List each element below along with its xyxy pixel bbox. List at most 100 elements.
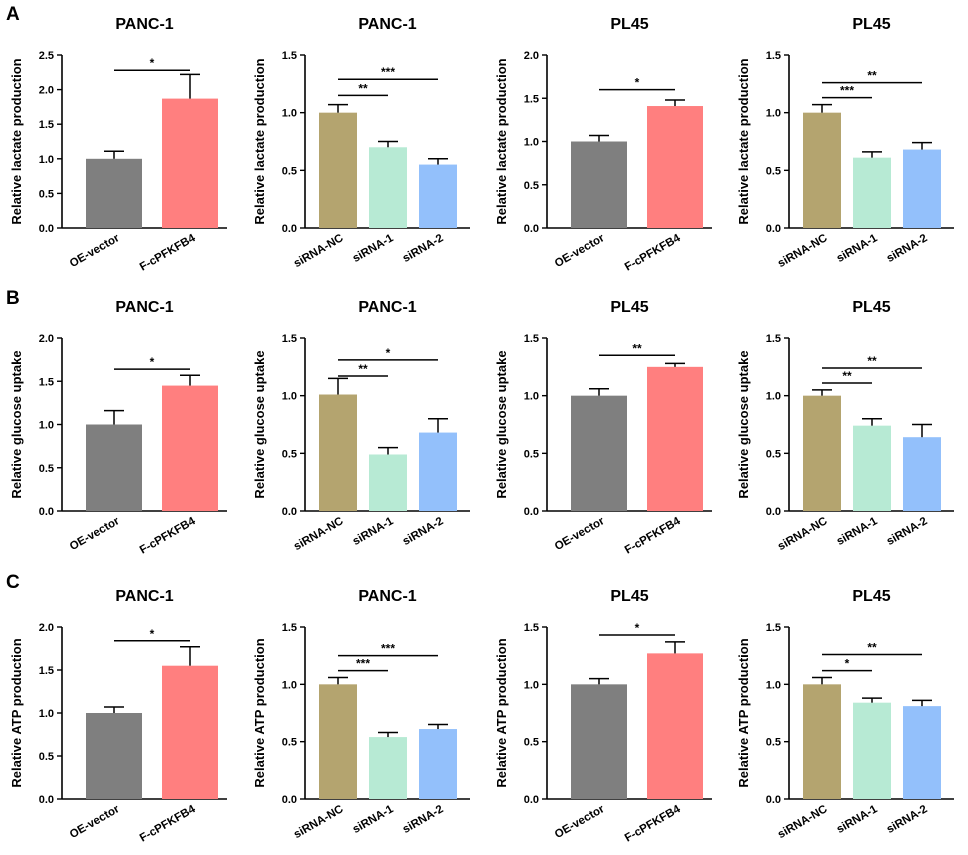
- y-tick-label: 0.0: [282, 794, 297, 806]
- chart-12: PL45 Relative ATP production 0.0 0.5 1.0 1.5 s…: [736, 588, 954, 841]
- chart-8: PL45 Relative glucose uptake 0.0 0.5 1.0 1.5 s…: [736, 299, 954, 553]
- y-axis-label: Relative glucose uptake: [252, 350, 267, 498]
- x-tick-label: siRNA-1: [351, 515, 396, 548]
- y-tick-label: 1.5: [39, 119, 54, 131]
- y-axis-label: Relative ATP production: [736, 638, 751, 787]
- significance-label: *: [150, 56, 155, 70]
- x-tick-label: F-cPFKFB4: [623, 515, 683, 557]
- y-axis-label: Relative glucose uptake: [9, 350, 24, 498]
- bar: [903, 437, 941, 511]
- y-tick-label: 0.0: [524, 223, 539, 235]
- chart-2: PANC-1 Relative lactate production 0.0 0.5 1…: [252, 16, 470, 270]
- y-axis-label: Relative glucose uptake: [494, 350, 509, 498]
- chart-title: PANC-1: [358, 16, 416, 33]
- bar: [571, 684, 627, 799]
- y-tick-label: 0.5: [524, 737, 539, 749]
- y-tick-label: 0.5: [766, 737, 781, 749]
- bar: [647, 106, 703, 228]
- chart-3: PL45 Relative lactate production 0.0 0.5 1.0…: [494, 16, 712, 274]
- chart-10: PANC-1 Relative ATP production 0.0 0.5 1.0 1.…: [252, 588, 470, 841]
- x-tick-label: OE-vector: [68, 803, 122, 841]
- bar: [162, 665, 218, 799]
- bar: [319, 112, 357, 228]
- y-tick-label: 1.5: [282, 622, 297, 634]
- y-tick-label: 0.5: [282, 448, 297, 460]
- y-tick-label: 1.5: [282, 333, 297, 345]
- x-tick-label: siRNA-1: [835, 803, 880, 836]
- x-tick-label: siRNA-2: [885, 803, 930, 836]
- bar: [162, 385, 218, 511]
- bar: [903, 149, 941, 228]
- bar: [647, 653, 703, 799]
- y-tick-label: 0.5: [39, 751, 54, 763]
- y-tick-label: 1.0: [39, 420, 54, 432]
- chart-title: PL45: [852, 588, 890, 605]
- y-tick-label: 0.5: [524, 180, 539, 192]
- y-tick-label: 1.0: [282, 679, 297, 691]
- chart-6: PANC-1 Relative glucose uptake 0.0 0.5 1.0 1.…: [252, 299, 470, 553]
- y-tick-label: 0.5: [766, 165, 781, 177]
- bar: [162, 98, 218, 228]
- y-tick-label: 2.0: [39, 333, 54, 345]
- y-tick-label: 1.0: [282, 391, 297, 403]
- chart-title: PANC-1: [115, 299, 173, 316]
- x-tick-label: siRNA-NC: [776, 803, 830, 841]
- y-tick-label: 2.5: [39, 50, 54, 62]
- y-tick-label: 1.5: [766, 622, 781, 634]
- significance-label: ***: [840, 84, 854, 98]
- x-tick-label: siRNA-2: [401, 515, 446, 548]
- y-tick-label: 1.0: [524, 137, 539, 149]
- y-tick-label: 0.5: [39, 463, 54, 475]
- bar: [86, 158, 142, 228]
- y-axis-label: Relative lactate production: [9, 58, 24, 224]
- significance-label: *: [150, 355, 155, 369]
- y-tick-label: 1.5: [766, 333, 781, 345]
- x-tick-label: OE-vector: [68, 515, 122, 553]
- bar: [419, 729, 457, 799]
- y-axis-label: Relative lactate production: [252, 58, 267, 224]
- y-axis-label: Relative lactate production: [494, 58, 509, 224]
- significance-label: **: [358, 81, 368, 95]
- significance-label: *: [635, 621, 640, 635]
- y-tick-label: 0.0: [524, 506, 539, 518]
- significance-label: **: [867, 354, 877, 368]
- bar: [853, 702, 891, 799]
- panel-label-a: A: [6, 4, 20, 25]
- y-tick-label: 1.5: [39, 665, 54, 677]
- bar: [571, 395, 627, 511]
- chart-title: PL45: [852, 299, 890, 316]
- bar: [319, 394, 357, 511]
- chart-title: PANC-1: [115, 588, 173, 605]
- y-tick-label: 1.0: [766, 679, 781, 691]
- chart-title: PANC-1: [115, 16, 173, 33]
- chart-11: PL45 Relative ATP production 0.0 0.5 1.0 1.5 O…: [494, 588, 712, 845]
- y-tick-label: 1.0: [39, 154, 54, 166]
- bar: [853, 157, 891, 228]
- significance-label: **: [867, 641, 877, 655]
- y-tick-label: 1.0: [766, 391, 781, 403]
- x-tick-label: siRNA-1: [835, 232, 880, 265]
- x-tick-label: siRNA-1: [835, 515, 880, 548]
- significance-label: *: [150, 627, 155, 641]
- x-tick-label: siRNA-2: [401, 232, 446, 265]
- x-tick-label: siRNA-NC: [292, 515, 346, 553]
- y-tick-label: 1.5: [282, 50, 297, 62]
- bar: [853, 425, 891, 511]
- bar: [419, 164, 457, 228]
- y-tick-label: 1.5: [524, 93, 539, 105]
- y-tick-label: 1.0: [282, 108, 297, 120]
- y-tick-label: 2.0: [39, 622, 54, 634]
- bar: [419, 432, 457, 511]
- chart-title: PL45: [610, 588, 648, 605]
- bar: [647, 366, 703, 511]
- chart-title: PANC-1: [358, 299, 416, 316]
- significance-label: ***: [381, 65, 395, 79]
- y-tick-label: 0.0: [39, 223, 54, 235]
- y-tick-label: 1.0: [39, 708, 54, 720]
- panel-label-b: B: [6, 288, 20, 309]
- significance-label: **: [842, 369, 852, 383]
- bar: [571, 141, 627, 228]
- x-tick-label: F-cPFKFB4: [138, 232, 198, 274]
- y-axis-label: Relative ATP production: [494, 638, 509, 787]
- y-tick-label: 0.5: [282, 737, 297, 749]
